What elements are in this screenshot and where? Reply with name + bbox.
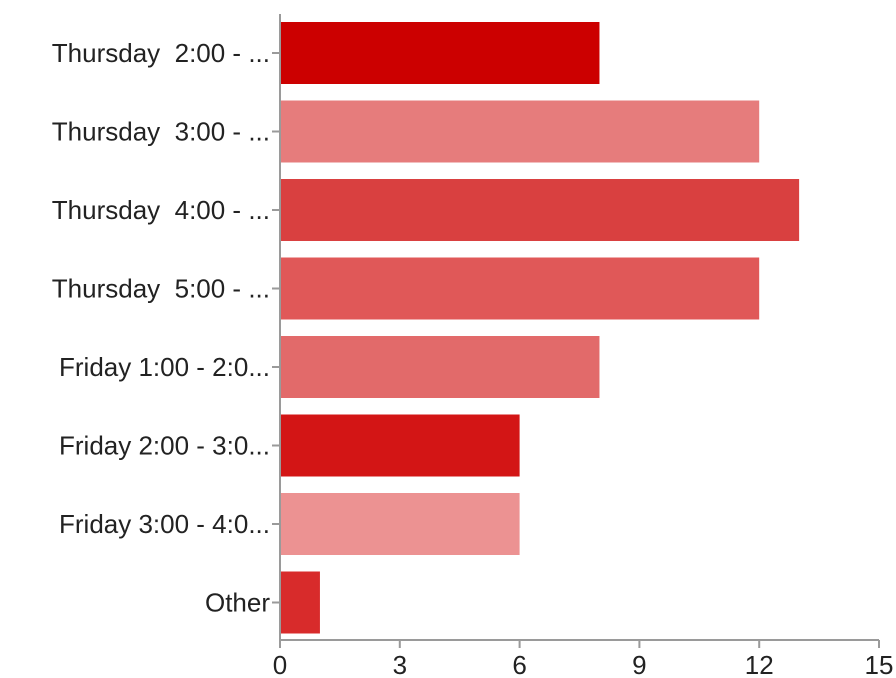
bar (281, 100, 760, 163)
bar (281, 493, 520, 555)
x-tick-label: 15 (865, 650, 894, 678)
category-label: Friday 2:00 - 3:0... (59, 431, 270, 461)
x-tick-label: 12 (745, 650, 774, 678)
category-label: Thursday 3:00 - ... (52, 117, 270, 147)
bar (281, 571, 320, 634)
category-label: Thursday 4:00 - ... (52, 195, 270, 225)
bar (281, 336, 600, 398)
category-label: Friday 1:00 - 2:0... (59, 352, 270, 382)
category-labels: Thursday 2:00 - ... Thursday 3:00 - ... Th… (52, 38, 280, 618)
bar (281, 414, 520, 477)
category-label: Friday 3:00 - 4:0... (59, 509, 270, 539)
bar (281, 22, 600, 84)
x-tick-label: 0 (273, 650, 287, 678)
x-axis-ticks: 0 3 6 9 12 15 (273, 640, 894, 678)
bars-group (281, 22, 800, 634)
x-tick-label: 9 (632, 650, 646, 678)
x-tick-label: 3 (393, 650, 407, 678)
bar (281, 179, 800, 241)
bar (281, 257, 760, 320)
category-label: Other (205, 588, 270, 618)
category-label: Thursday 2:00 - ... (52, 38, 270, 68)
category-label: Thursday 5:00 - ... (52, 274, 270, 304)
x-tick-label: 6 (512, 650, 526, 678)
